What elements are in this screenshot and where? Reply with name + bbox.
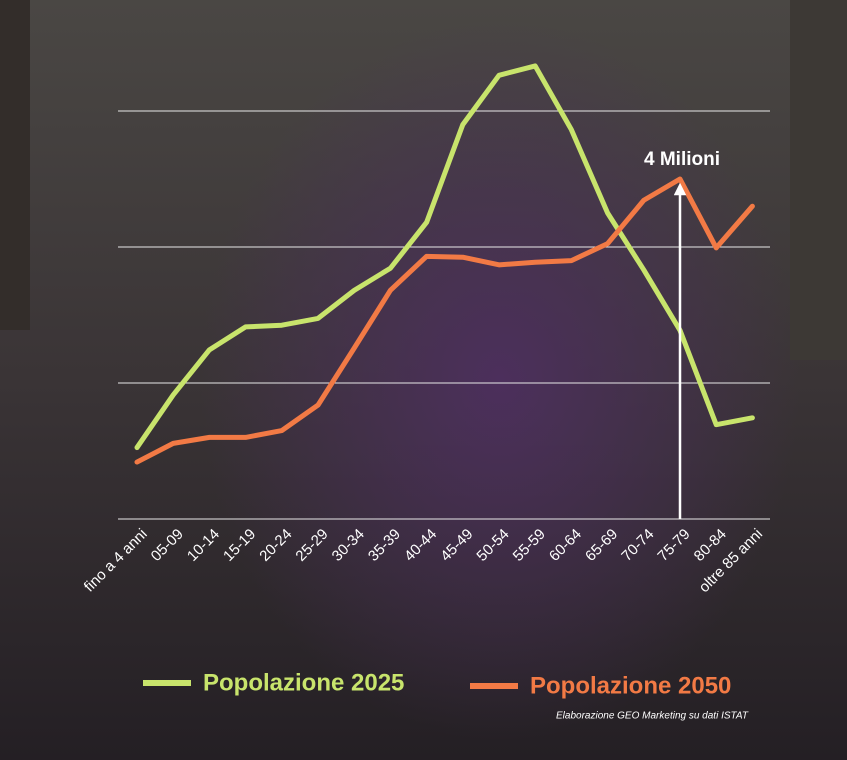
background-figure — [200, 20, 800, 740]
source-note: Elaborazione GEO Marketing su dati ISTAT — [556, 711, 749, 722]
line-series — [134, 63, 755, 451]
legend-label: Popolazione 2025 — [203, 669, 404, 696]
line-series — [134, 176, 755, 465]
annotation-label: 4 Milioni — [644, 149, 720, 170]
background-building — [0, 0, 30, 330]
background-building — [790, 0, 847, 360]
legend-label: Popolazione 2050 — [530, 672, 731, 699]
